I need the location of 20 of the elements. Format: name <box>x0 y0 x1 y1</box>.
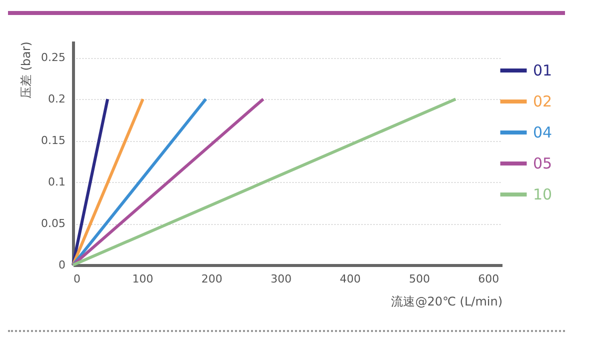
y-axis-title: 压差 (bar) <box>19 42 34 99</box>
x-tick-label: 0 <box>74 272 80 286</box>
x-tick-label: 500 <box>408 272 430 286</box>
x-tick-label: 600 <box>478 272 500 286</box>
y-tick-label: 0.25 <box>41 51 66 64</box>
legend-label: 10 <box>533 186 552 204</box>
y-tick-label: 0.1 <box>48 176 66 189</box>
y-tick-label: 0.15 <box>41 134 66 148</box>
y-tick-label: 0 <box>58 258 66 272</box>
x-tick-label: 100 <box>132 272 154 286</box>
x-tick-label: 300 <box>270 272 292 286</box>
x-tick-label: 400 <box>340 272 361 286</box>
legend-label: 02 <box>533 92 552 110</box>
legend-label: 01 <box>533 62 552 80</box>
y-tick-label: 0.05 <box>41 217 66 230</box>
legend-label: 04 <box>533 124 552 142</box>
x-axis-title: 流速@20℃ (L/min) <box>391 294 502 308</box>
y-tick-label: 0.2 <box>48 92 66 106</box>
x-tick-label: 200 <box>201 272 222 286</box>
legend-label: 05 <box>533 154 552 172</box>
